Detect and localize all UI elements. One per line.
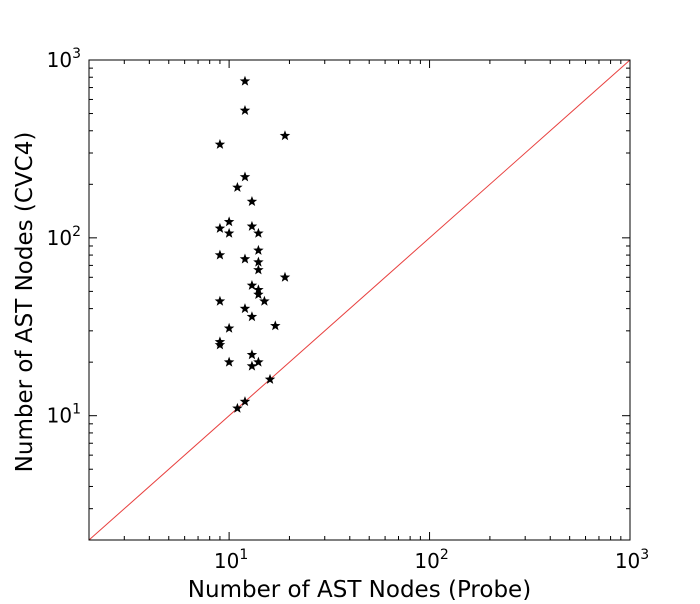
y-tick-label: 102 xyxy=(47,224,81,250)
data-point-star xyxy=(223,356,235,367)
data-point-star xyxy=(246,196,258,206)
data-point-star xyxy=(214,222,226,233)
data-point-star xyxy=(239,75,251,86)
data-point-star xyxy=(246,220,258,231)
reference-line-y-equals-x xyxy=(88,59,631,541)
data-point-star xyxy=(214,249,226,260)
data-point-star xyxy=(239,253,251,264)
data-point-star xyxy=(259,295,270,306)
data-point-star xyxy=(253,289,264,299)
data-point-star xyxy=(246,279,258,290)
points-layer xyxy=(214,75,291,413)
data-point-star xyxy=(270,320,281,331)
y-tick-label: 103 xyxy=(47,46,81,72)
data-point-star xyxy=(253,264,264,275)
x-tick-label: 102 xyxy=(414,547,448,573)
data-point-star xyxy=(253,227,264,238)
data-point-star xyxy=(279,271,291,282)
data-point-star xyxy=(223,322,235,333)
data-point-star xyxy=(214,138,226,149)
data-point-star xyxy=(223,227,235,238)
data-point-star xyxy=(239,171,251,182)
data-point-star xyxy=(253,256,264,267)
data-point-star xyxy=(279,130,291,141)
data-point-star xyxy=(239,396,251,407)
data-point-star xyxy=(214,339,226,350)
reference-line-layer xyxy=(88,59,631,541)
data-point-star xyxy=(239,105,251,115)
y-tick-label: 101 xyxy=(47,402,81,428)
x-tick-label: 101 xyxy=(214,547,248,573)
x-axis-label: Number of AST Nodes (Probe) xyxy=(188,577,531,600)
data-point-star xyxy=(246,360,258,371)
data-point-star xyxy=(214,295,226,306)
data-point-star xyxy=(239,303,251,314)
data-point-star xyxy=(264,373,276,384)
data-point-star xyxy=(253,244,264,255)
plot-frame xyxy=(88,59,631,541)
data-point-star xyxy=(246,349,258,360)
data-point-star xyxy=(246,311,258,322)
tick-labels: 101 102 103 101 102 103 xyxy=(47,46,650,573)
data-point-star xyxy=(232,402,243,413)
x-tick-label: 103 xyxy=(615,547,649,573)
y-axis-label: Number of AST Nodes (CVC4) xyxy=(12,132,38,473)
data-point-star xyxy=(253,356,264,367)
data-point-star xyxy=(232,181,243,192)
data-point-star xyxy=(223,216,235,227)
minor-ticks xyxy=(88,60,630,541)
